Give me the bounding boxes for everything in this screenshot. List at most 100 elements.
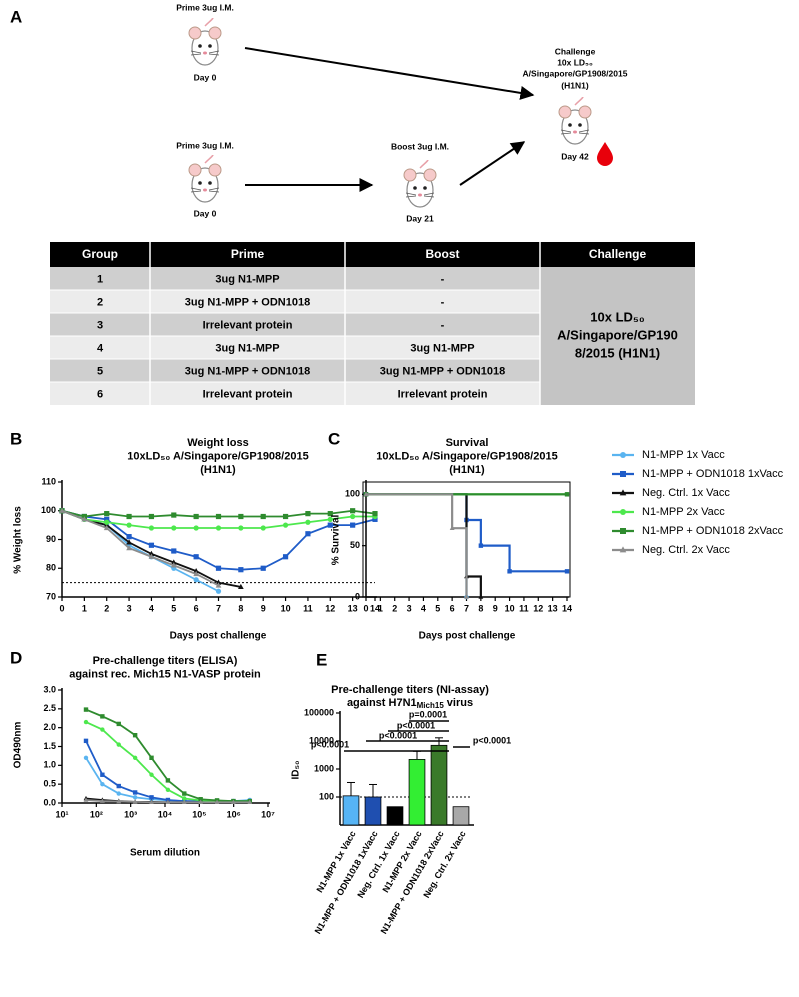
marker	[282, 513, 289, 520]
x-tick-label: 5	[435, 603, 440, 613]
marker	[126, 539, 132, 545]
legend-label: N1-MPP + ODN1018 1xVacc	[642, 468, 784, 480]
x-tick-label: 10⁷	[261, 809, 275, 819]
challenge-cell-text: A/Singapore/GP190	[557, 327, 678, 342]
legend-marker	[620, 452, 626, 458]
marker	[81, 516, 88, 522]
marker	[247, 799, 253, 805]
marker	[372, 511, 378, 517]
panel-label: C	[328, 429, 340, 448]
y-tick-label: 90	[46, 534, 56, 544]
x-tick-label: 10⁵	[192, 809, 206, 819]
marker	[464, 594, 469, 599]
marker	[282, 554, 289, 560]
x-tick-label: 10²	[90, 809, 103, 819]
marker	[478, 594, 484, 599]
y-tick-label: 70	[46, 591, 56, 601]
legend-marker	[620, 471, 626, 477]
marker	[171, 525, 177, 531]
table-cell: 3ug N1-MPP + ODN1018	[185, 296, 310, 308]
marker	[564, 492, 570, 497]
marker	[116, 791, 121, 796]
panel-label: B	[10, 429, 22, 448]
legend-label: N1-MPP 2x Vacc	[642, 506, 725, 518]
significance-label: p<0.0001	[379, 730, 417, 740]
series-line	[85, 708, 250, 803]
marker	[282, 522, 289, 528]
marker	[350, 513, 356, 520]
legend-marker	[620, 528, 626, 534]
marker	[99, 798, 105, 803]
legend-label: Neg. Ctrl. 1x Vacc	[642, 487, 730, 499]
table-cell: 3ug N1-MPP + ODN1018	[380, 365, 505, 377]
series-line	[61, 509, 242, 588]
marker	[104, 511, 110, 517]
y-tick-label: 10000	[309, 735, 334, 745]
x-tick-label: 10⁴	[158, 809, 172, 819]
marker	[132, 799, 138, 804]
table-cell: 5	[97, 365, 103, 377]
table-row-bg	[50, 267, 540, 290]
challenge-cell-text: 8/2015 (H1N1)	[575, 345, 660, 360]
marker	[103, 524, 110, 531]
step-day: Day 0	[194, 72, 217, 82]
table-cell: 2	[97, 296, 103, 308]
marker	[149, 795, 154, 800]
x-tick-label: 9	[261, 603, 266, 613]
marker	[478, 543, 484, 548]
mouse-icon	[558, 97, 592, 145]
marker	[305, 519, 311, 525]
x-tick-label: 0	[363, 603, 368, 613]
marker	[449, 525, 455, 530]
table-cell: 3ug N1-MPP	[215, 342, 279, 354]
marker	[193, 525, 199, 531]
marker	[170, 559, 177, 565]
marker	[327, 516, 333, 522]
survival-step	[366, 493, 482, 597]
x-tick-label: 11	[519, 603, 529, 613]
step-day: Day 21	[406, 213, 434, 223]
chart-title: Survival	[446, 437, 489, 449]
marker	[59, 507, 65, 513]
marker	[104, 516, 110, 522]
challenge-cell-text: 10x LD₅₀	[590, 309, 645, 324]
marker	[149, 772, 154, 777]
y-tick-label: 100	[319, 791, 334, 801]
chart-subtitle: against H7N1Mich15 virus	[347, 697, 473, 710]
marker	[165, 778, 171, 783]
table-cell: -	[441, 319, 445, 331]
legend-marker	[619, 546, 627, 553]
table-cell: -	[441, 273, 445, 285]
x-axis-label: Days post challenge	[419, 631, 516, 642]
marker	[171, 512, 177, 518]
x-tick-label: 12	[325, 603, 335, 613]
table-row-bg	[50, 290, 540, 313]
marker	[372, 516, 378, 522]
bar	[408, 759, 426, 826]
y-tick-label: 1.0	[43, 760, 56, 770]
marker	[215, 582, 222, 588]
marker	[182, 796, 187, 801]
marker	[148, 550, 155, 556]
step-label: Prime 3ug I.M.	[176, 140, 234, 150]
table-cell: -	[441, 296, 445, 308]
step-day: Day 42	[561, 151, 589, 161]
panel-label: A	[10, 7, 22, 26]
marker	[193, 570, 200, 577]
y-tick-label: 1000	[314, 763, 334, 773]
marker	[327, 522, 333, 528]
legend-label: Neg. Ctrl. 2x Vacc	[642, 544, 730, 556]
x-tick-label: 2	[104, 603, 109, 613]
table-cell: 6	[97, 388, 103, 400]
marker	[260, 513, 266, 520]
y-tick-label: 100	[41, 505, 56, 515]
marker	[149, 799, 154, 805]
marker	[231, 799, 236, 805]
series-line	[85, 740, 250, 803]
x-tick-label: 4	[149, 603, 154, 613]
bar	[364, 796, 382, 826]
step-label: 10x LD₅₀	[557, 57, 593, 67]
significance-label: p<0.0001	[311, 739, 349, 749]
arrow	[459, 141, 526, 186]
